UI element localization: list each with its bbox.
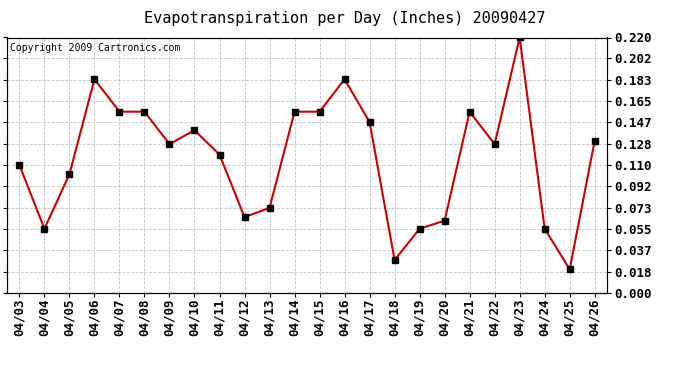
Text: Copyright 2009 Cartronics.com: Copyright 2009 Cartronics.com [10, 43, 180, 52]
Text: Evapotranspiration per Day (Inches) 20090427: Evapotranspiration per Day (Inches) 2009… [144, 11, 546, 26]
